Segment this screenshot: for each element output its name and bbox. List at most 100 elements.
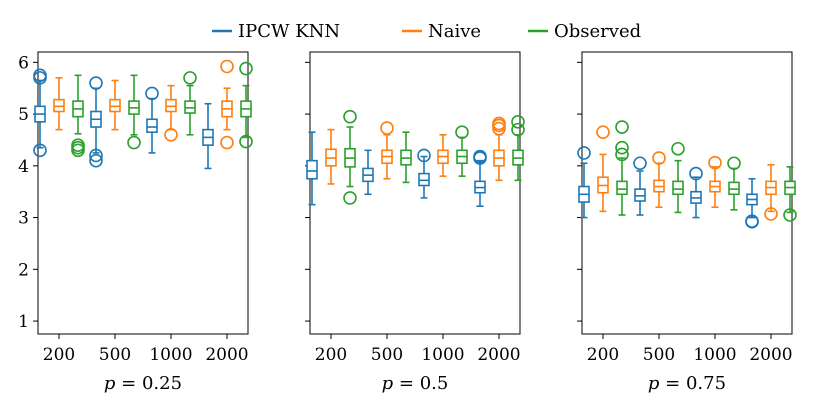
x-tick-label: 200	[587, 345, 619, 365]
box-ipcw-knn-2000	[202, 102, 214, 170]
box-observed-2000	[239, 61, 253, 149]
box-ipcw-knn-200	[306, 131, 318, 206]
axes-frame	[309, 51, 521, 335]
flier	[671, 141, 685, 156]
box-observed-2000	[511, 115, 525, 182]
box-observed-500	[671, 141, 685, 214]
x-tick-label: 500	[99, 345, 131, 365]
legend-label-naive: Naive	[428, 21, 481, 42]
flier	[615, 120, 629, 134]
x-tick-label: 2000	[477, 345, 520, 365]
flier	[89, 153, 103, 168]
y-tick-label: 1	[18, 312, 29, 332]
box-observed-500	[127, 74, 141, 150]
y-tick-label: 2	[18, 260, 29, 280]
box-ipcw-knn-2000	[473, 149, 487, 207]
box-observed-1000	[727, 156, 741, 211]
legend: IPCW KNN Naive Observed	[212, 21, 641, 42]
x-tick-label: 500	[643, 345, 675, 365]
x-tick-label: 200	[315, 345, 347, 365]
axes-frame	[581, 51, 793, 335]
panel-xlabel-variable: p	[382, 373, 394, 394]
flier	[455, 125, 469, 140]
flier	[615, 140, 629, 155]
flier	[492, 121, 506, 136]
flier	[89, 148, 103, 163]
box-naive-200	[53, 77, 65, 131]
flier	[596, 125, 610, 140]
box-ipcw-knn-500	[633, 156, 647, 216]
panel-3: 200 500 1000 2000 p = 0.75	[577, 51, 797, 394]
box-naive-500	[109, 79, 121, 131]
box-observed-200	[71, 74, 85, 158]
box-ipcw-knn-500	[362, 149, 374, 196]
box-observed-1000	[183, 71, 197, 136]
panel-xlabel-variable: p	[104, 373, 116, 394]
flier	[652, 151, 666, 165]
box-naive-500	[380, 121, 394, 180]
x-tick-label: 1000	[149, 345, 192, 365]
box-observed-200	[615, 120, 629, 216]
flier	[343, 191, 357, 205]
flier	[343, 109, 357, 124]
legend-label-observed: Observed	[554, 21, 641, 42]
box-naive-200	[596, 125, 610, 213]
box-naive-1000	[437, 133, 449, 177]
box-ipcw-knn-500	[89, 76, 103, 168]
x-tick-label: 1000	[693, 345, 736, 365]
flier	[145, 86, 159, 101]
box-naive-1000	[708, 155, 722, 209]
flier	[473, 151, 487, 165]
flier	[164, 127, 178, 142]
box-naive-2000	[492, 116, 506, 182]
box-body	[672, 180, 684, 196]
y-tick-label: 3	[18, 209, 29, 229]
box-naive-200	[325, 128, 337, 185]
flier	[71, 143, 85, 158]
box-ipcw-knn-1000	[145, 86, 159, 154]
x-tick-label: 1000	[421, 345, 464, 365]
flier	[745, 214, 759, 229]
flier	[239, 61, 253, 76]
flier	[183, 71, 197, 85]
flier	[220, 59, 234, 74]
box-naive-500	[652, 151, 666, 209]
legend-label-ipcw-knn: IPCW KNN	[238, 21, 340, 42]
box-body	[146, 118, 158, 134]
flier	[689, 166, 703, 181]
box-naive-2000	[220, 59, 234, 150]
flier	[511, 122, 525, 137]
box-body	[306, 159, 318, 180]
flier	[577, 146, 591, 160]
flier	[764, 207, 778, 221]
panel-xlabel-variable: p	[648, 373, 660, 394]
box-ipcw-knn-200	[33, 68, 47, 158]
box-naive-1000	[164, 84, 178, 142]
x-tick-label: 200	[43, 345, 75, 365]
box-ipcw-knn-1000	[417, 148, 431, 199]
flier	[89, 76, 103, 90]
x-tick-label: 500	[371, 345, 403, 365]
box-observed-2000	[783, 166, 797, 222]
y-tick-label: 5	[18, 105, 29, 125]
flier	[127, 135, 141, 150]
box-ipcw-knn-1000	[689, 166, 703, 219]
box-ipcw-knn-200	[577, 146, 591, 219]
flier	[727, 156, 741, 171]
box-ipcw-knn-2000	[745, 177, 759, 229]
x-tick-label: 2000	[205, 345, 248, 365]
panel-1: 1 2 3 4 5 6 200 500 1000 2000 p = 0.25	[18, 51, 253, 394]
y-tick-label: 4	[18, 157, 29, 177]
panel-xlabel-value: = 0.25	[115, 373, 182, 394]
panel-xlabel: p = 0.75	[648, 373, 726, 394]
flier	[633, 156, 647, 171]
box-observed-200	[343, 109, 357, 205]
flier	[615, 147, 629, 162]
box-naive-2000	[764, 164, 778, 221]
panel-xlabel-value: = 0.75	[659, 373, 726, 394]
axes-frame	[37, 51, 249, 335]
box-observed-1000	[455, 125, 469, 177]
